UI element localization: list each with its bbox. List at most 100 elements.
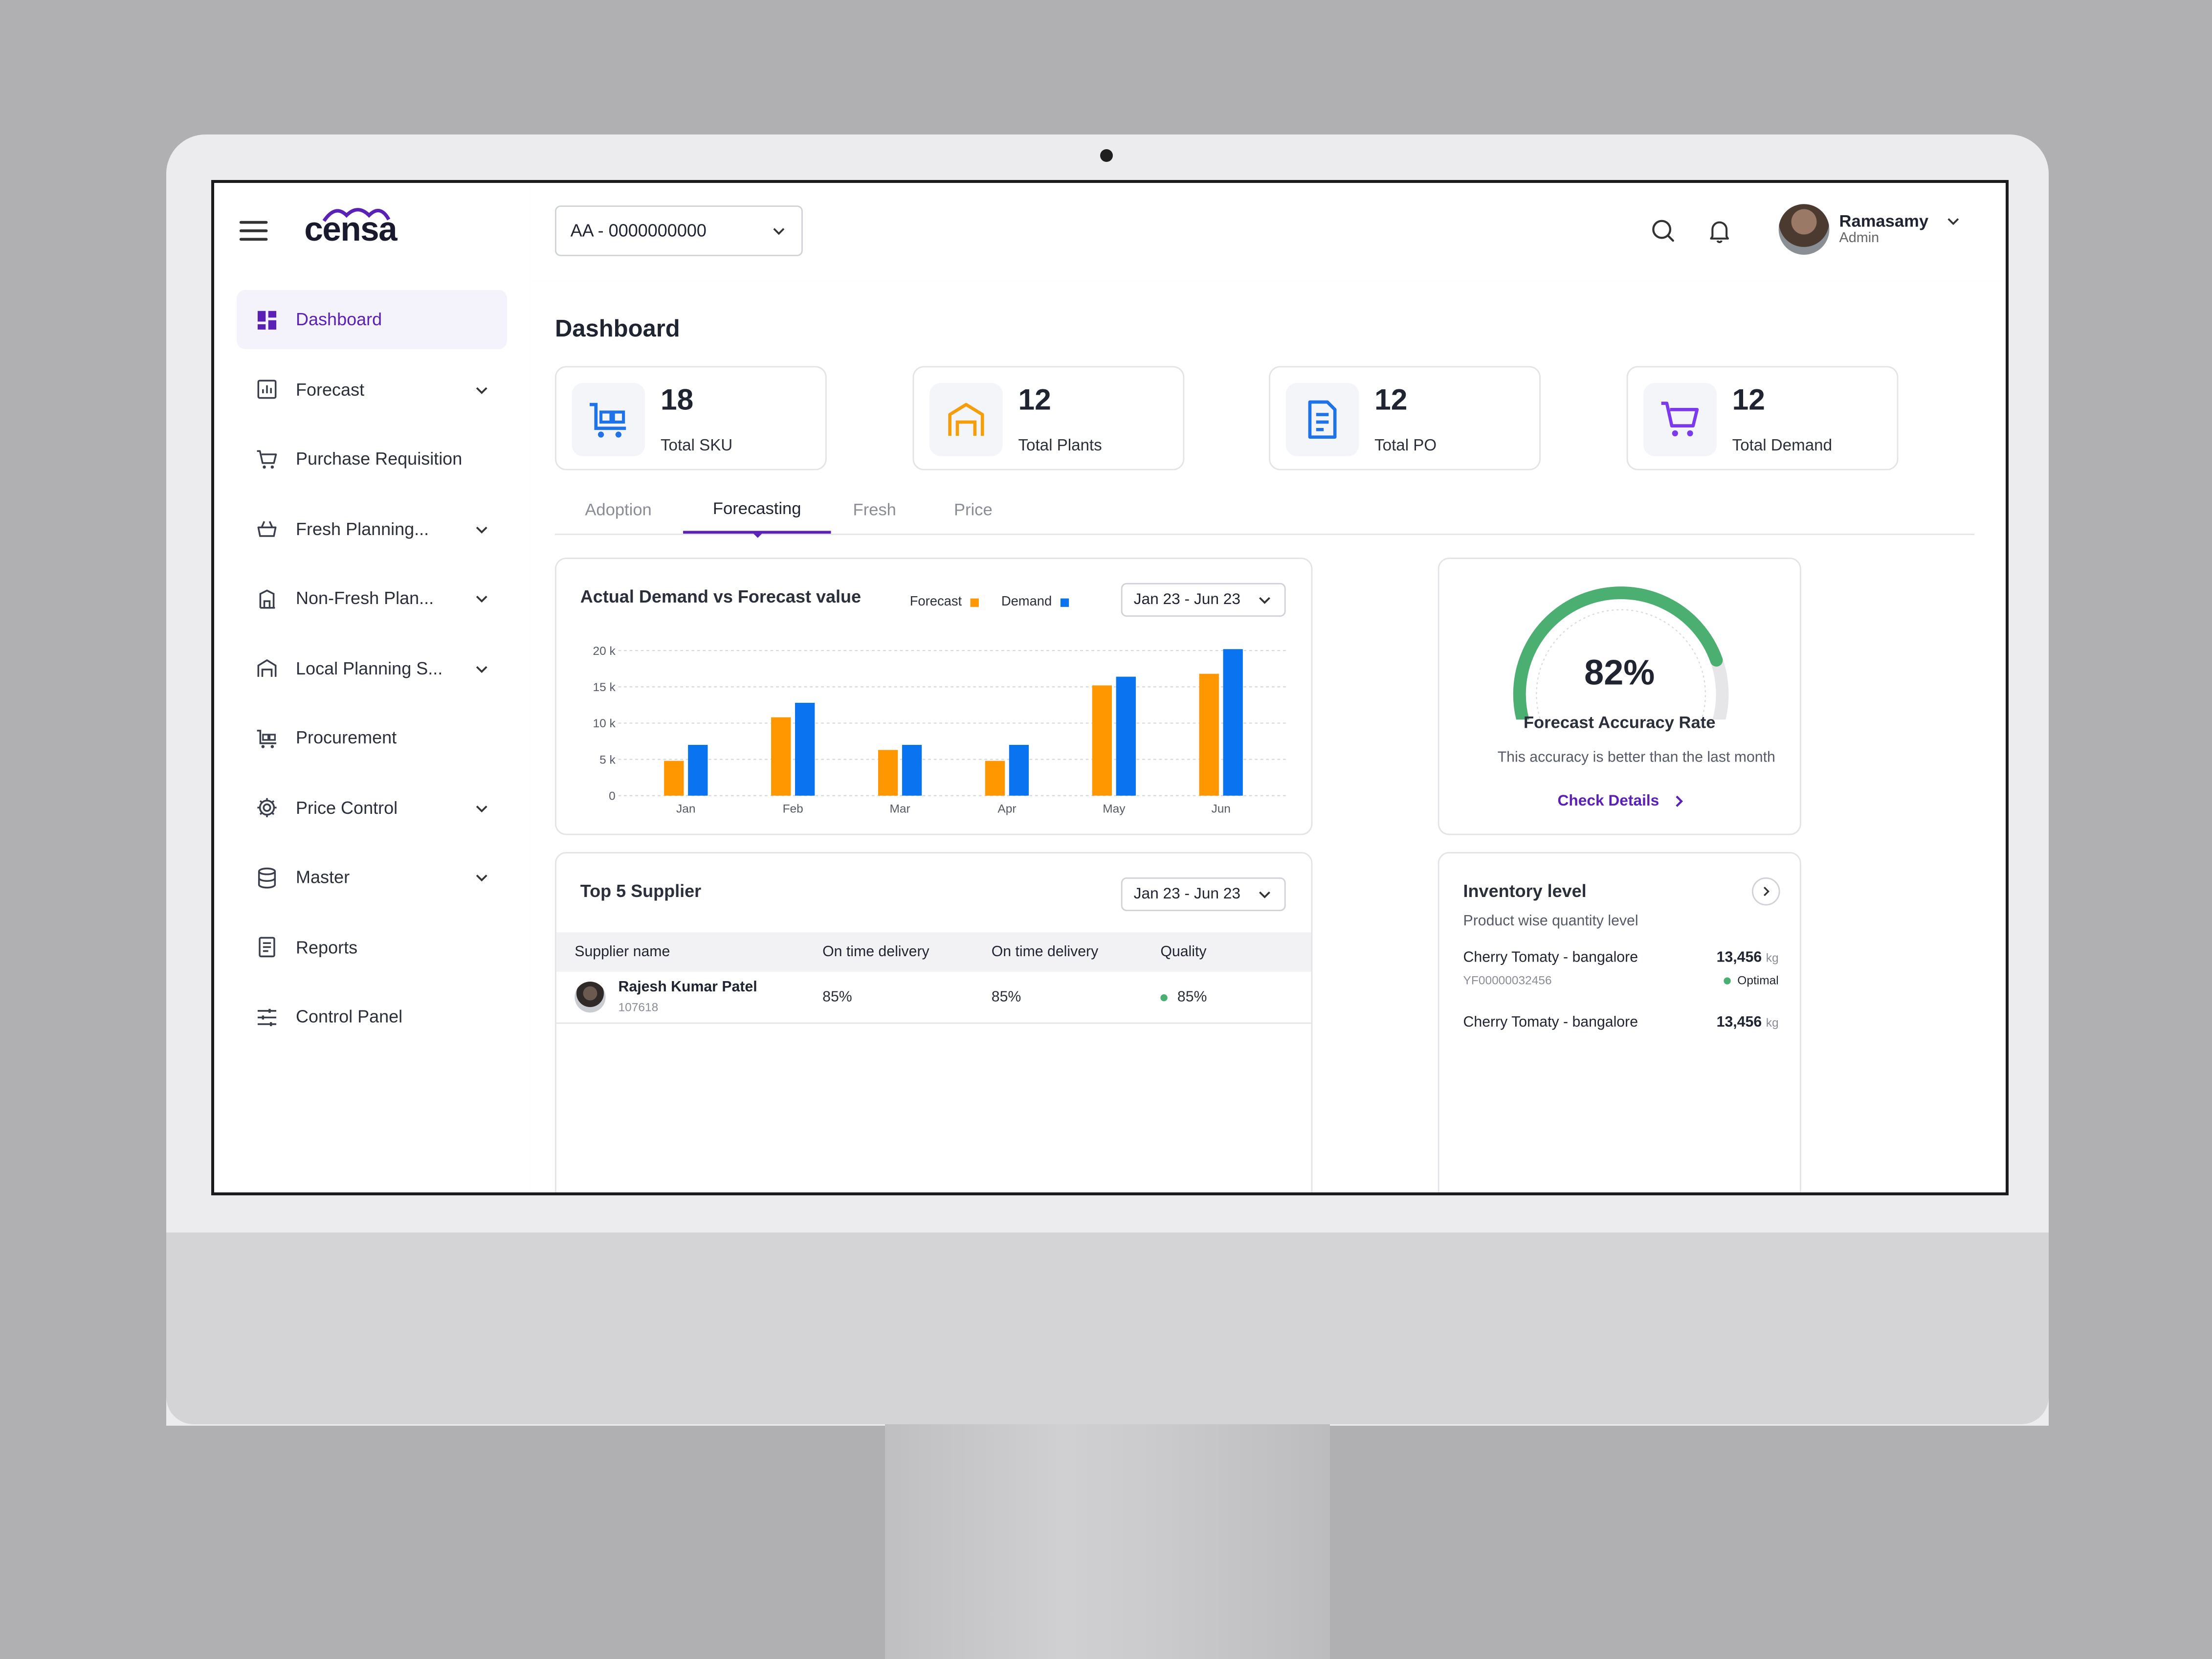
bar-forecast-mar[interactable]	[878, 750, 898, 796]
user-name: Ramasamy	[1839, 211, 1929, 231]
tab-price[interactable]: Price	[953, 500, 993, 520]
column-header[interactable]: Quality	[1160, 943, 1207, 961]
demand-date-select[interactable]: Jan 23 - Jun 23	[1121, 583, 1286, 617]
accuracy-card: 82% Forecast Accuracy Rate This accuracy…	[1438, 558, 1801, 835]
chart-title: Actual Demand vs Forecast value	[580, 587, 862, 607]
logo[interactable]: censa	[304, 208, 398, 251]
monitor-stand	[885, 1424, 1330, 1659]
check-details-link[interactable]: Check Details	[1558, 793, 1687, 810]
bar-forecast-apr[interactable]	[985, 761, 1005, 796]
accuracy-gauge	[1513, 586, 1729, 720]
basket-icon	[254, 516, 279, 541]
sidebar-item-label: Control Panel	[296, 1007, 403, 1027]
screen: censa Dashboard Forecast Purchase Requisit…	[211, 180, 2009, 1195]
bar-demand-mar[interactable]	[902, 744, 922, 796]
product-qty: 13,456 kg	[1717, 949, 1779, 966]
column-header[interactable]: On time delivery	[991, 943, 1099, 961]
trolley-icon	[254, 725, 279, 751]
main-content: Dashboard 18 Total SKU 12 Total Plants 12 Tot…	[530, 281, 2006, 1192]
bar-forecast-jun[interactable]	[1199, 673, 1219, 796]
gauge-fill	[1513, 586, 1723, 720]
sidebar-item-price-control[interactable]: Price Control	[237, 778, 507, 837]
stat-card-total-demand[interactable]: 12 Total Demand	[1626, 366, 1899, 471]
sidebar-item-reports[interactable]: Reports	[237, 918, 507, 977]
accuracy-subtext: This accuracy is better than the last mo…	[1497, 749, 1775, 766]
product-name: Cherry Tomaty - bangalore	[1463, 1014, 1638, 1031]
sidebar-item-dashboard[interactable]: Dashboard	[237, 290, 508, 349]
quality-text: 85%	[1177, 988, 1207, 1006]
sidebar-item-label: Reports	[296, 937, 358, 957]
bar-forecast-feb[interactable]	[771, 717, 791, 796]
tab-adoption[interactable]: Adoption	[585, 500, 652, 520]
sidebar-item-control-panel[interactable]: Control Panel	[237, 987, 507, 1046]
sidebar-item-label: Procurement	[296, 728, 397, 748]
bar-demand-feb[interactable]	[795, 702, 815, 796]
sidebar-item-purchase-requisition[interactable]: Purchase Requisition	[237, 429, 507, 489]
account-select[interactable]: AA - 0000000000	[554, 205, 803, 256]
monitor-chin	[166, 1233, 2049, 1424]
bar-forecast-may[interactable]	[1092, 685, 1112, 796]
stat-card-total-po[interactable]: 12 Total PO	[1269, 366, 1541, 471]
product-name: Cherry Tomaty - bangalore	[1463, 949, 1638, 966]
stat-label: Total Demand	[1732, 438, 1833, 455]
status-dot	[1723, 976, 1730, 984]
bar-chart: 0 5 k 10 k 15 k 20 k Jan Feb Mar Apr May Jun	[593, 645, 1289, 815]
sidebar-item-procurement[interactable]: Procurement	[237, 708, 507, 767]
x-tick-label: Jan	[676, 802, 695, 815]
bar-forecast-jan[interactable]	[664, 761, 684, 796]
cart-icon	[254, 447, 279, 472]
menu-icon[interactable]	[239, 220, 270, 242]
sidebar-item-fresh-planning[interactable]: Fresh Planning...	[237, 499, 507, 559]
supplier-id: 107618	[618, 1000, 659, 1014]
sidebar-item-non-fresh-plan[interactable]: Non-Fresh Plan...	[237, 569, 507, 628]
supplier-table-header: Supplier name On time delivery On time d…	[556, 932, 1311, 972]
bar-demand-jun[interactable]	[1223, 649, 1243, 796]
tab-forecasting[interactable]: Forecasting	[683, 486, 831, 538]
qty-unit: kg	[1766, 1015, 1779, 1030]
y-tick-label: 5 k	[599, 753, 616, 766]
chevron-down-icon	[476, 874, 487, 882]
stat-value: 18	[660, 384, 694, 417]
supplier-card: Top 5 Supplier Jan 23 - Jun 23 Supplier …	[554, 852, 1313, 1192]
page-title: Dashboard	[554, 315, 680, 342]
sidebar-item-forecast[interactable]: Forecast	[237, 359, 507, 419]
sidebar-item-local-planning-s[interactable]: Local Planning S...	[237, 639, 507, 698]
sidebar-item-master[interactable]: Master	[237, 848, 507, 907]
chart-legend: Forecast Demand	[910, 594, 1091, 610]
x-tick-label: Feb	[783, 802, 803, 815]
chevron-right-icon	[1676, 795, 1683, 807]
product-qty: 13,456 kg	[1717, 1014, 1779, 1031]
sidebar-item-label: Forecast	[296, 379, 365, 400]
trolley-icon	[572, 382, 645, 456]
qty-value: 13,456	[1716, 949, 1762, 966]
y-tick-label: 0	[609, 789, 616, 803]
list-item[interactable]: Cherry Tomaty - bangalore YF00000032456 …	[1463, 949, 1779, 1006]
sidebar-item-label: Master	[296, 867, 350, 887]
column-header[interactable]: Supplier name	[575, 943, 670, 961]
product-code: YF00000032456	[1463, 973, 1552, 987]
stat-card-total-sku[interactable]: 18 Total SKU	[554, 366, 827, 471]
qty-value: 13,456	[1716, 1014, 1762, 1031]
status-dot	[1160, 994, 1168, 1001]
user-menu[interactable]: Ramasamy Admin	[1778, 204, 1962, 255]
sliders-icon	[254, 1004, 279, 1030]
column-header[interactable]: On time delivery	[822, 943, 929, 961]
search-icon[interactable]	[1649, 217, 1678, 245]
gear-icon	[254, 795, 279, 820]
supplier-date-select[interactable]: Jan 23 - Jun 23	[1121, 877, 1286, 911]
bar-demand-jan[interactable]	[688, 744, 708, 796]
stat-card-total-plants[interactable]: 12 Total Plants	[912, 366, 1185, 471]
bar-demand-may[interactable]	[1116, 676, 1136, 796]
tab-fresh[interactable]: Fresh	[853, 500, 896, 520]
inventory-next-button[interactable]	[1751, 877, 1780, 906]
y-tick-label: 10 k	[593, 717, 616, 730]
stat-label: Total Plants	[1018, 438, 1102, 455]
bell-icon[interactable]	[1705, 217, 1734, 245]
sidebar-item-label: Fresh Planning...	[296, 518, 429, 539]
bar-demand-apr[interactable]	[1009, 744, 1029, 796]
x-tick-label: Jun	[1211, 802, 1230, 815]
chevron-down-icon	[773, 228, 785, 235]
accuracy-label: Forecast Accuracy Rate	[1523, 712, 1716, 733]
list-item[interactable]: Cherry Tomaty - bangalore 13,456 kg	[1463, 1014, 1779, 1070]
table-row[interactable]: Rajesh Kumar Patel 107618 85% 85% 85%	[556, 972, 1311, 1024]
